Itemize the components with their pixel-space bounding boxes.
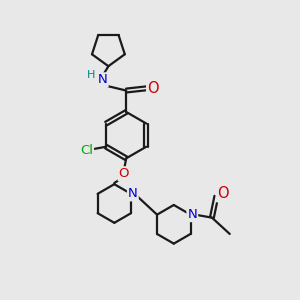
Text: O: O <box>217 186 229 201</box>
Text: Cl: Cl <box>80 144 93 157</box>
Text: H: H <box>87 70 96 80</box>
Text: N: N <box>128 187 138 200</box>
Text: N: N <box>188 208 197 221</box>
Text: O: O <box>147 81 159 96</box>
Text: N: N <box>98 74 108 86</box>
Text: O: O <box>118 167 129 180</box>
